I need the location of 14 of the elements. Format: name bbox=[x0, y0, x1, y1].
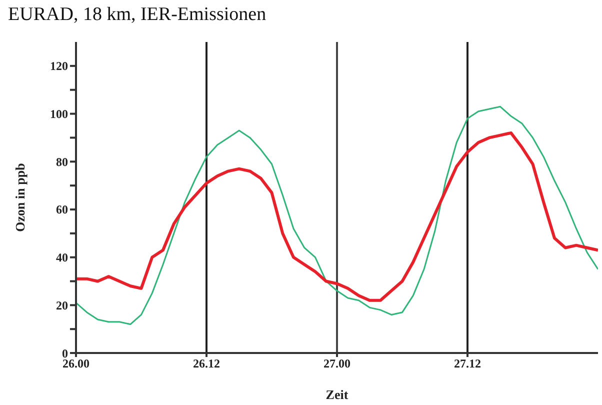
x-tick-label: 27.00 bbox=[324, 356, 350, 371]
line-series bbox=[76, 131, 598, 302]
y-tick-label: 100 bbox=[50, 107, 68, 122]
line-series bbox=[76, 106, 598, 326]
y-tick-label: 40 bbox=[56, 250, 68, 265]
y-axis-title: Ozon in ppb bbox=[12, 163, 28, 232]
y-tick-label: 80 bbox=[56, 154, 68, 169]
y-tick-label: 60 bbox=[56, 202, 68, 217]
x-axis-title: Zeit bbox=[326, 387, 349, 402]
x-tick-label: 26.12 bbox=[193, 356, 220, 371]
y-tick-label: 20 bbox=[56, 298, 68, 312]
x-tick-label: 27.12 bbox=[454, 356, 481, 371]
chart-title: EURAD, 18 km, IER-Emissionen bbox=[8, 4, 266, 26]
y-tick-label: 120 bbox=[50, 59, 68, 74]
